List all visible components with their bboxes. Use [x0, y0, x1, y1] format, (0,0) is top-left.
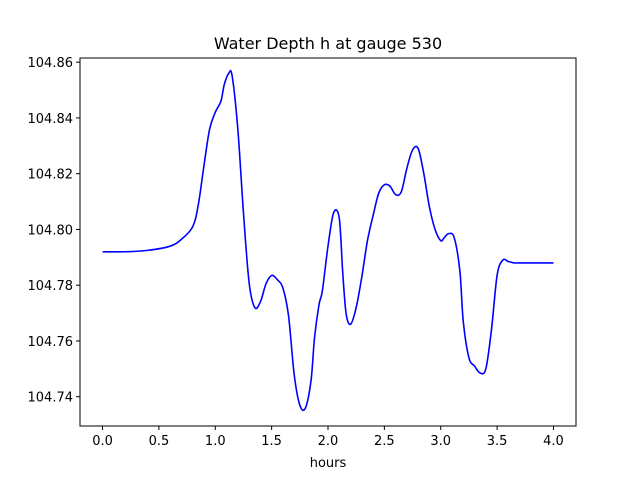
y-tick-label: 104.74 [28, 391, 74, 406]
x-tick-label: 2.0 [318, 434, 339, 449]
x-tick-label: 0.0 [92, 434, 113, 449]
plot-frame [79, 57, 577, 427]
chart-title: Water Depth h at gauge 530 [214, 34, 442, 53]
series-line [102, 69, 554, 412]
x-tick-label: 2.5 [374, 434, 395, 449]
x-tick-label: 4.0 [543, 434, 564, 449]
x-tick-label: 0.5 [149, 434, 170, 449]
x-tick-label: 3.0 [430, 434, 451, 449]
x-axis: 0.0 0.5 1.0 1.5 2.0 2.5 3.0 3.5 4.0 [92, 426, 564, 449]
plot-area [102, 69, 554, 412]
y-tick-label: 104.78 [28, 279, 74, 294]
x-axis-label: hours [310, 456, 347, 471]
y-tick-label: 104.84 [28, 112, 74, 127]
y-tick-label: 104.76 [28, 335, 74, 350]
y-tick-label: 104.82 [28, 168, 74, 183]
x-tick-label: 1.0 [205, 434, 226, 449]
x-tick-label: 3.5 [487, 434, 508, 449]
y-axis: 104.74 104.76 104.78 104.80 104.82 104.84 104.… [28, 56, 80, 406]
y-tick-label: 104.80 [28, 223, 74, 238]
y-tick-label: 104.86 [28, 56, 74, 71]
x-tick-label: 1.5 [261, 434, 282, 449]
